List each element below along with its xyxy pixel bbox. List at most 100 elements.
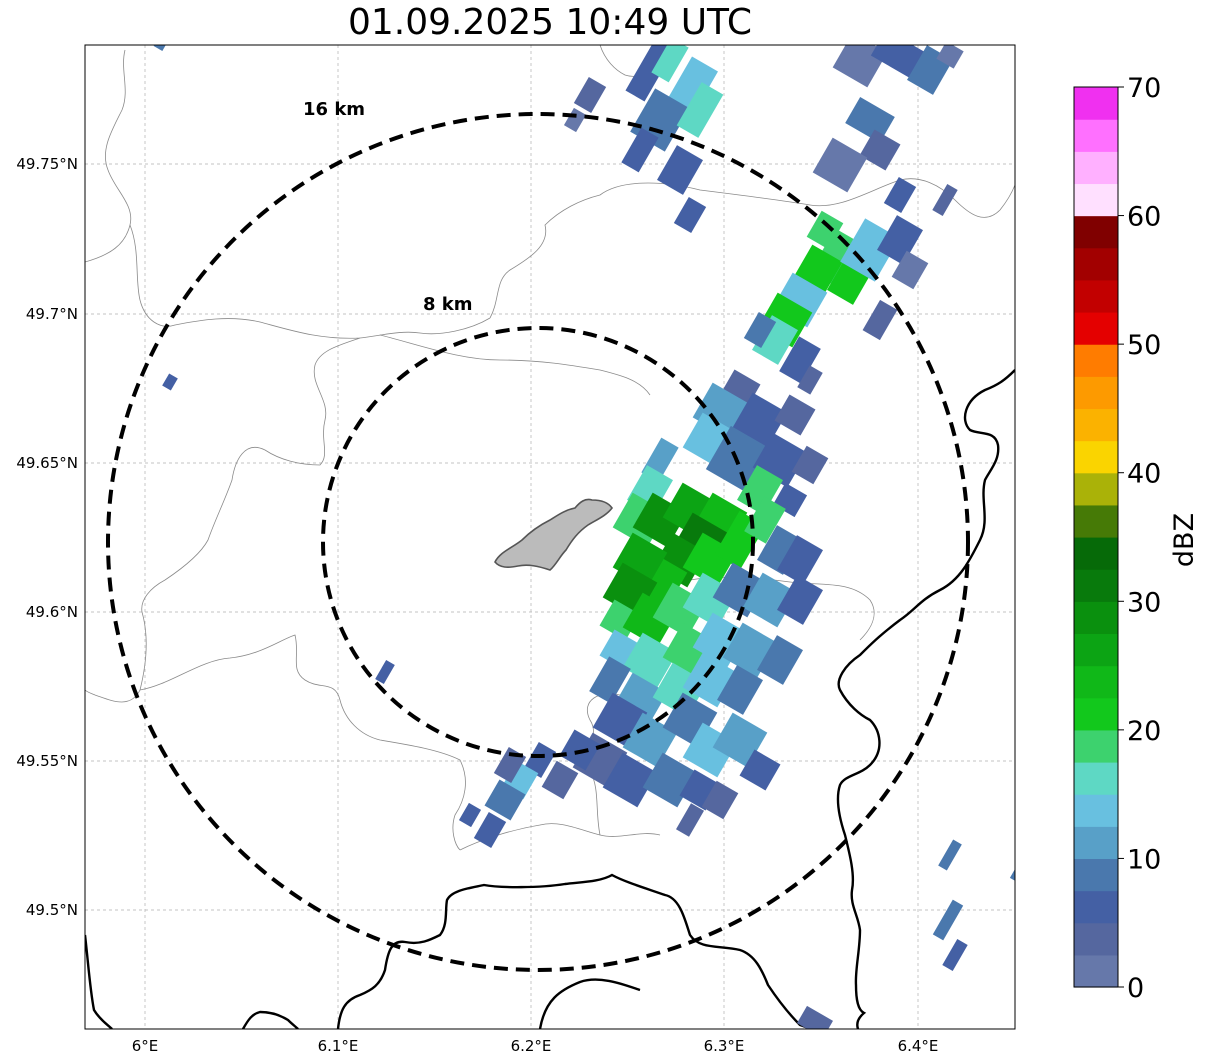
admin-boundary: [899, 178, 1015, 218]
radar-echo: [744, 496, 786, 544]
radar-echo: [806, 210, 844, 250]
lat-tick-label: 49.6°N: [26, 603, 78, 621]
colorbar-segment: [1074, 504, 1118, 538]
colorbar-segment: [1074, 858, 1118, 892]
radar-echo: [938, 839, 962, 871]
radar-echo: [797, 365, 823, 395]
range-ring-8km: [321, 326, 755, 758]
colorbar-tick-label: 0: [1127, 973, 1144, 1004]
radar-echo: [932, 184, 958, 216]
colorbar-segment: [1074, 440, 1118, 474]
colorbar-segment: [1074, 633, 1118, 667]
radar-echo: [932, 899, 964, 941]
colorbar-tick-label: 30: [1127, 587, 1161, 618]
radar-echo: [473, 812, 507, 848]
lat-tick-label: 49.5°N: [26, 901, 78, 919]
colorbar-segment: [1074, 890, 1118, 924]
radar-echo: [883, 177, 917, 213]
radar-echo: [739, 749, 781, 791]
radar-echo: [657, 145, 703, 195]
radar-echo: [757, 635, 803, 685]
colorbar-segment: [1074, 569, 1118, 602]
radar-echo: [484, 779, 526, 821]
lon-tick-label: 6°E: [132, 1037, 159, 1055]
admin-boundary: [139, 634, 466, 851]
lat-tick-label: 49.75°N: [16, 155, 78, 173]
lon-tick-label: 6.4°E: [898, 1037, 939, 1055]
radar-echo: [563, 107, 587, 133]
colorbar-segment: [1074, 472, 1118, 506]
colorbar-segment: [1074, 279, 1118, 313]
radar-echo: [812, 137, 868, 193]
radar-echo: [877, 215, 923, 265]
city-area: [494, 498, 613, 571]
radar-echo: [862, 299, 898, 341]
colorbar-segment: [1074, 151, 1118, 185]
radar-echo: [774, 394, 816, 436]
colorbar-segment: [1074, 697, 1118, 731]
colorbar-segment: [1074, 954, 1118, 988]
radar-echo: [458, 802, 482, 828]
radar-echo: [1009, 869, 1015, 881]
radar-echo: [622, 632, 678, 688]
radar-echo: [757, 525, 803, 575]
radar-echo: [701, 780, 739, 820]
admin-boundary: [129, 224, 491, 339]
colorbar-segment: [1074, 826, 1118, 860]
colorbar-segment: [1074, 247, 1118, 281]
radar-echo: [717, 665, 763, 715]
colorbar-segment: [1074, 729, 1118, 763]
colorbar-segment: [1074, 119, 1118, 152]
radar-echo: [541, 760, 579, 800]
colorbar-segment: [1074, 344, 1118, 377]
colorbar-segment: [1074, 183, 1118, 217]
colorbar-segment: [1074, 922, 1118, 956]
range-ring-16km: [106, 112, 970, 972]
radar-echo: [676, 82, 724, 138]
colorbar-segment: [1074, 537, 1118, 570]
colorbar-segment: [1074, 215, 1118, 249]
colorbar-ticks: 0 10 20 30 40 50 60 70: [1118, 73, 1161, 1004]
colorbar-title: dBZ: [1169, 513, 1200, 567]
radar-echo: [743, 312, 777, 348]
radar-echo: [742, 572, 798, 628]
radar-echo: [153, 45, 167, 51]
lat-tick-label: 49.7°N: [26, 305, 78, 323]
colorbar-frame: [1073, 86, 1119, 988]
map-frame: [84, 44, 1016, 1030]
admin-boundary: [85, 49, 132, 263]
radar-echo: [651, 45, 689, 83]
radar-echo: [797, 1005, 833, 1029]
radar-echo: [832, 45, 888, 88]
radar-echo: [589, 656, 631, 704]
colorbar-segment: [1074, 601, 1118, 635]
colorbar-segment: [1074, 87, 1118, 120]
country-border: [336, 873, 813, 1029]
lat-tick-label: 49.65°N: [16, 454, 78, 472]
ring-label-8km: 8 km: [423, 294, 473, 315]
radar-echo: [936, 45, 964, 69]
lon-tick-label: 6.3°E: [704, 1037, 745, 1055]
colorbar-segment: [1074, 794, 1118, 827]
radar-echo: [621, 127, 659, 173]
radar-echo: [162, 373, 178, 391]
colorbar-tick-label: 10: [1127, 844, 1161, 875]
radar-echo: [779, 336, 821, 384]
lon-tick-label: 6.2°E: [511, 1037, 552, 1055]
radar-echo: [673, 197, 707, 233]
colorbar-tick-label: 40: [1127, 459, 1161, 490]
radar-echo: [752, 315, 798, 365]
range-rings: [106, 112, 970, 972]
admin-boundary: [379, 334, 651, 396]
colorbar-tick-label: 50: [1127, 330, 1161, 361]
country-borders: [85, 369, 1015, 1029]
radar-echoes: [153, 45, 1015, 1029]
ring-label-16km: 16 km: [303, 99, 365, 120]
colorbar-segment: [1074, 665, 1118, 699]
chart-title: 01.09.2025 10:49 UTC: [347, 2, 753, 43]
colorbar-segment: [1074, 762, 1118, 795]
radar-echo: [840, 218, 900, 282]
radar-echo: [845, 97, 895, 143]
radar-echo: [375, 659, 395, 685]
